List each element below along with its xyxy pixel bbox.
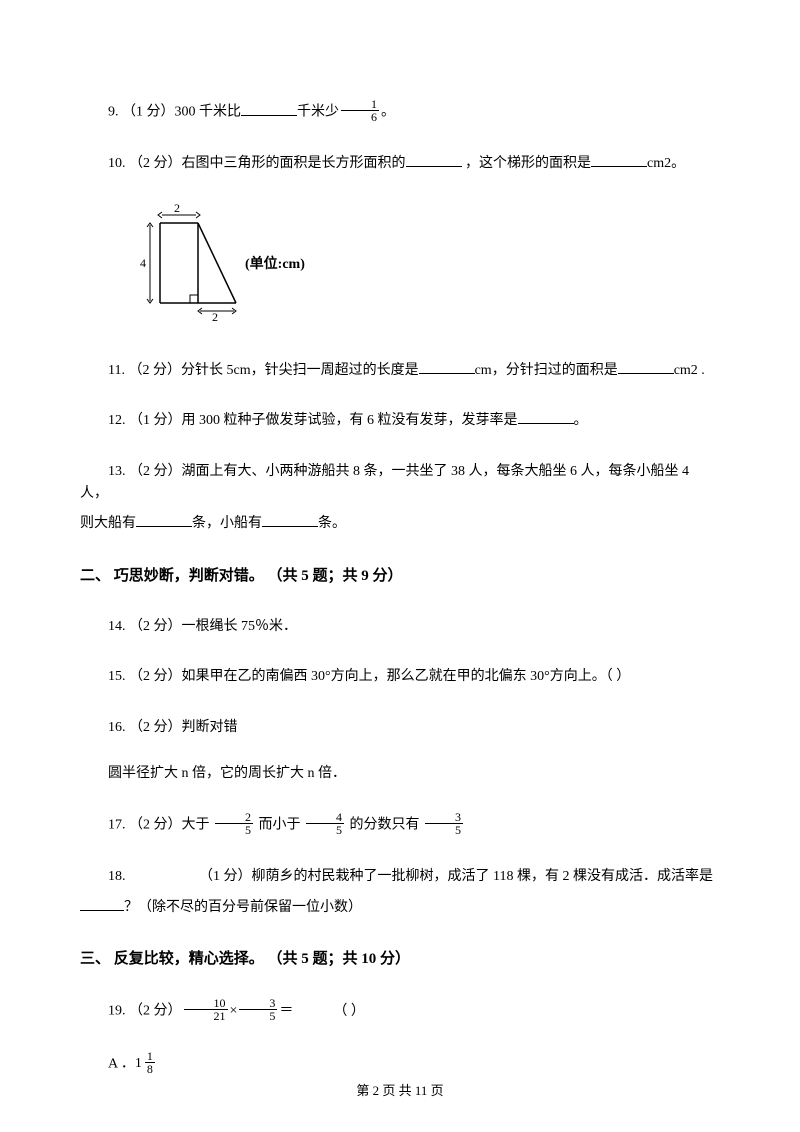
unit-label: (单位:cm): [245, 255, 305, 272]
blank: [518, 410, 574, 424]
fraction-icon: 45: [306, 811, 344, 836]
q13-l2a: 则大船有: [80, 516, 136, 531]
q17-b: 而小于: [255, 818, 304, 833]
q12-prefix: 12. （1 分）用 300 粒种子做发芽试验，有 6 粒没有发芽，发芽率是: [108, 413, 518, 428]
question-11: 11. （2 分）分针长 5cm，针尖扫一周超过的长度是 cm，分针扫过的面积是 c…: [80, 360, 720, 382]
fraction-icon: 16: [341, 98, 379, 123]
question-12: 12. （1 分）用 300 粒种子做发芽试验，有 6 粒没有发芽，发芽率是 。: [80, 410, 720, 432]
blank: [241, 102, 297, 116]
q14-text: 14. （2 分）一根绳长 75％米．: [108, 619, 297, 634]
dim-bottom: 2: [212, 310, 218, 323]
question-18: 18. （1 分）柳荫乡的村民栽种了一批柳树，成活了 118 棵，有 2 棵没有…: [80, 866, 720, 919]
blank: [136, 513, 192, 527]
fraction-icon: 25: [215, 811, 253, 836]
q10-mid: ，这个梯形的面积是: [462, 156, 592, 171]
section-3-header: 三、 反复比较，精心选择。 （共 5 题；共 10 分）: [80, 947, 720, 971]
question-15: 15. （2 分）如果甲在乙的南偏西 30°方向上，那么乙就在甲的北偏东 30°…: [80, 666, 720, 688]
q13-l2b: 条，小船有: [192, 516, 262, 531]
q18-l2: ？（除不尽的百分号前保留一位小数）: [124, 900, 362, 915]
q15-text: 15. （2 分）如果甲在乙的南偏西 30°方向上，那么乙就在甲的北偏东 30°…: [108, 669, 630, 684]
option-a: A ．118: [108, 1052, 720, 1077]
q11-mid: cm，分针扫过的面积是: [475, 363, 618, 378]
q16-l2: 圆半径扩大 n 倍，它的周长扩大 n 倍．: [108, 766, 346, 781]
q10-prefix: 10. （2 分）右图中三角形的面积是长方形面积的: [108, 156, 406, 171]
question-9: 9. （1 分）300 千米比 千米少16。: [80, 100, 720, 125]
question-10: 10. （2 分）右图中三角形的面积是长方形面积的 ，这个梯形的面积是 cm2。: [80, 153, 720, 175]
trapezoid-diagram: 2 4 2 (单位:cm): [140, 203, 720, 331]
blank: [618, 360, 674, 374]
q19-prefix: 19. （2 分）: [108, 1004, 182, 1019]
page-footer: 第 2 页 共 11 页: [0, 1081, 800, 1102]
opt-a-label: A ．: [108, 1057, 135, 1072]
dim-left: 4: [140, 256, 146, 270]
q12-suffix: 。: [574, 413, 588, 428]
question-19: 19. （2 分）1021×35＝ （ ）: [80, 999, 720, 1024]
q9-prefix: 9. （1 分）300 千米比: [108, 105, 241, 120]
times: ×: [230, 1004, 238, 1019]
q17-c: 的分数只有: [346, 818, 423, 833]
section-2-header: 二、 巧思妙断，判断对错。 （共 5 题；共 9 分）: [80, 564, 720, 588]
dim-top: 2: [174, 203, 180, 215]
q17-a: 17. （2 分）大于: [108, 818, 213, 833]
blank: [591, 153, 647, 167]
blank: [419, 360, 475, 374]
blank: [80, 897, 124, 911]
mixed-fraction-icon: 118: [135, 1052, 157, 1077]
blank: [406, 153, 462, 167]
fraction-icon: 1021: [184, 997, 228, 1022]
question-13: 13. （2 分）湖面上有大、小两种游船共 8 条，一共坐了 38 人，每条大船…: [80, 461, 720, 536]
q19-paren: （ ）: [305, 1001, 365, 1023]
eq: ＝: [279, 1004, 293, 1019]
fraction-icon: 35: [425, 811, 463, 836]
q9-suffix: 。: [381, 105, 395, 120]
blank: [262, 513, 318, 527]
question-16: 16. （2 分）判断对错 圆半径扩大 n 倍，它的周长扩大 n 倍．: [80, 717, 720, 786]
q18-l1b: （1 分）柳荫乡的村民栽种了一批柳树，成活了 118 棵，有 2 棵没有成活．成…: [199, 869, 713, 884]
q9-mid: 千米少: [297, 105, 339, 120]
q13-line1: 13. （2 分）湖面上有大、小两种游船共 8 条，一共坐了 38 人，每条大船…: [80, 464, 689, 501]
question-14: 14. （2 分）一根绳长 75％米．: [80, 616, 720, 638]
q18-num: 18.: [108, 869, 129, 884]
q11-prefix: 11. （2 分）分针长 5cm，针尖扫一周超过的长度是: [108, 363, 419, 378]
question-17: 17. （2 分）大于 25 而小于 45 的分数只有 35: [80, 813, 720, 838]
q10-suffix: cm2。: [647, 156, 685, 171]
q13-l2c: 条。: [318, 516, 346, 531]
q16-l1: 16. （2 分）判断对错: [108, 720, 238, 735]
q11-suffix: cm2 .: [674, 363, 705, 378]
fraction-icon: 35: [239, 997, 277, 1022]
